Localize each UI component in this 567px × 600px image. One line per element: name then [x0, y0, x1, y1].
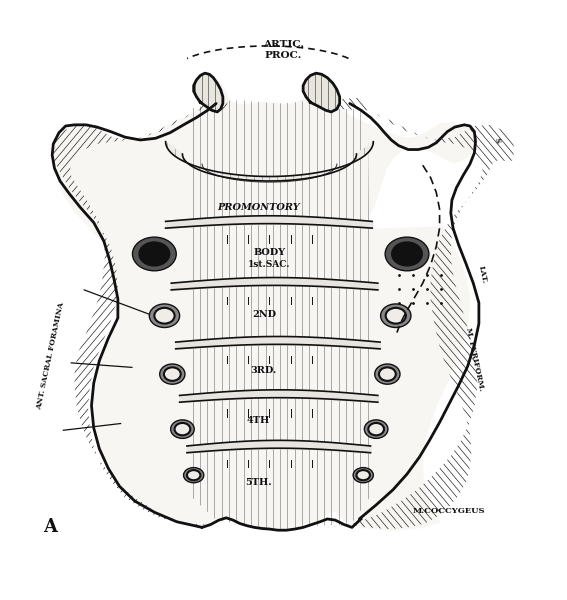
Ellipse shape	[365, 420, 388, 439]
Polygon shape	[166, 142, 373, 181]
Ellipse shape	[369, 423, 384, 436]
Ellipse shape	[353, 467, 373, 483]
Ellipse shape	[380, 304, 411, 328]
Polygon shape	[53, 98, 227, 526]
Text: M. PYRIFORM.: M. PYRIFORM.	[464, 326, 485, 391]
Polygon shape	[303, 73, 340, 112]
Polygon shape	[194, 73, 223, 112]
Ellipse shape	[140, 243, 169, 265]
Ellipse shape	[160, 364, 185, 384]
Text: 1st.SAC.: 1st.SAC.	[248, 260, 291, 269]
Ellipse shape	[375, 364, 400, 384]
Ellipse shape	[171, 420, 194, 439]
Polygon shape	[166, 142, 373, 181]
Text: 4TH: 4TH	[247, 416, 270, 425]
Ellipse shape	[379, 367, 396, 381]
Ellipse shape	[133, 237, 176, 271]
Ellipse shape	[175, 423, 191, 436]
Text: M.COCCYGEUS: M.COCCYGEUS	[413, 506, 485, 515]
Text: S: S	[493, 137, 501, 143]
Ellipse shape	[392, 243, 422, 265]
Ellipse shape	[184, 467, 204, 483]
Polygon shape	[312, 98, 514, 529]
Polygon shape	[194, 73, 223, 112]
Polygon shape	[303, 73, 340, 112]
Polygon shape	[188, 99, 372, 529]
Text: A: A	[44, 518, 57, 536]
Text: PROMONTORY: PROMONTORY	[217, 203, 299, 212]
Text: ARTIC.
PROC.: ARTIC. PROC.	[263, 40, 304, 60]
Ellipse shape	[164, 367, 181, 381]
Text: 2ND: 2ND	[252, 310, 276, 319]
Ellipse shape	[154, 308, 175, 323]
Ellipse shape	[385, 237, 429, 271]
Text: LAT.: LAT.	[477, 265, 489, 284]
Text: 3RD.: 3RD.	[251, 365, 277, 374]
Text: 5TH.: 5TH.	[245, 478, 272, 487]
Ellipse shape	[149, 304, 180, 328]
Text: ANT. SACRAL FORAMINA: ANT. SACRAL FORAMINA	[35, 302, 66, 410]
Ellipse shape	[187, 470, 200, 480]
Ellipse shape	[386, 308, 406, 323]
Polygon shape	[52, 77, 477, 530]
Ellipse shape	[357, 470, 370, 480]
Text: BODY: BODY	[253, 248, 286, 257]
